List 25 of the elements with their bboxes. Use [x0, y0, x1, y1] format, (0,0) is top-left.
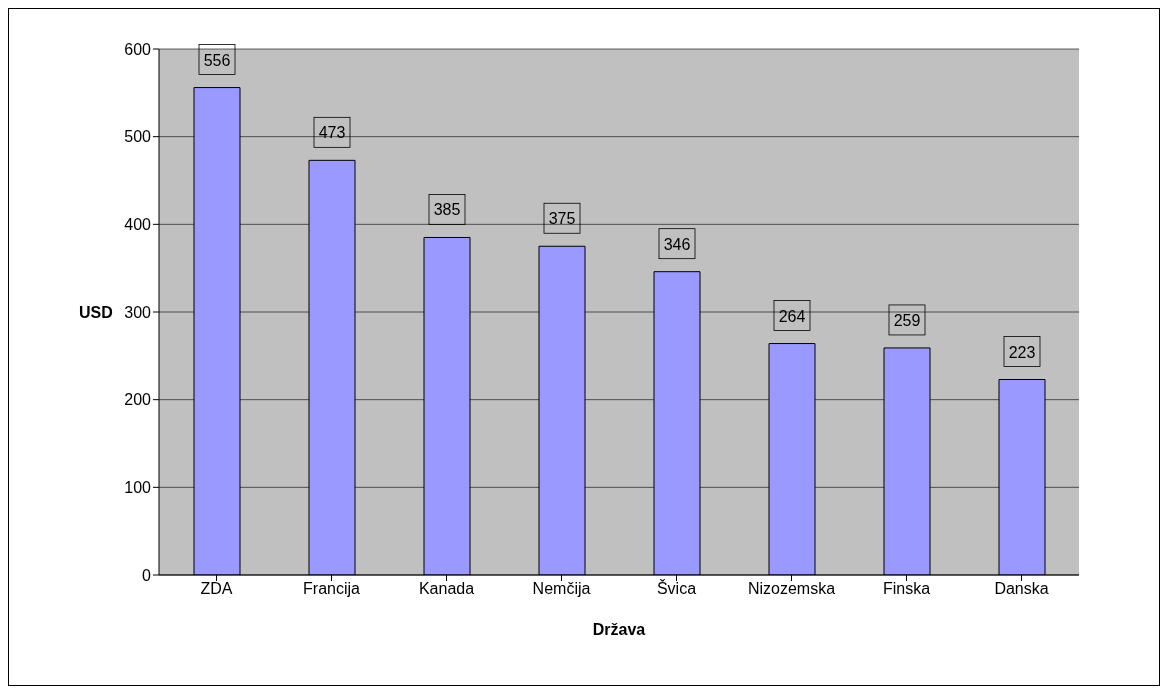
x-tick-label: ZDA: [200, 580, 233, 598]
y-tick-label: 0: [142, 566, 152, 584]
x-axis-title: Država: [592, 621, 646, 638]
y-tick-label: 200: [124, 391, 152, 409]
x-tick-label: Danska: [994, 580, 1049, 598]
y-axis-title: USD: [79, 303, 113, 321]
y-tick-label: 500: [124, 128, 152, 146]
x-tick-label: Francija: [303, 580, 361, 598]
x-tick-label: Nemčija: [532, 580, 591, 598]
x-tick-label: Švica: [656, 579, 697, 598]
x-tick-label: Kanada: [418, 580, 475, 598]
x-tick-label: Finska: [882, 580, 931, 598]
data-label: 556: [203, 51, 231, 69]
y-tick-label: 400: [124, 216, 152, 234]
y-tick-label: 300: [124, 303, 152, 321]
data-label: 375: [548, 210, 576, 228]
data-label: 264: [778, 307, 806, 325]
data-label: 346: [663, 235, 691, 253]
data-label: 223: [1008, 343, 1036, 361]
y-tick-label: 600: [124, 40, 152, 58]
data-label: 259: [893, 311, 921, 329]
data-label: 473: [318, 124, 346, 142]
y-tick-label: 100: [124, 479, 152, 497]
data-label: 385: [433, 201, 461, 219]
x-tick-label: Nizozemska: [747, 580, 836, 598]
